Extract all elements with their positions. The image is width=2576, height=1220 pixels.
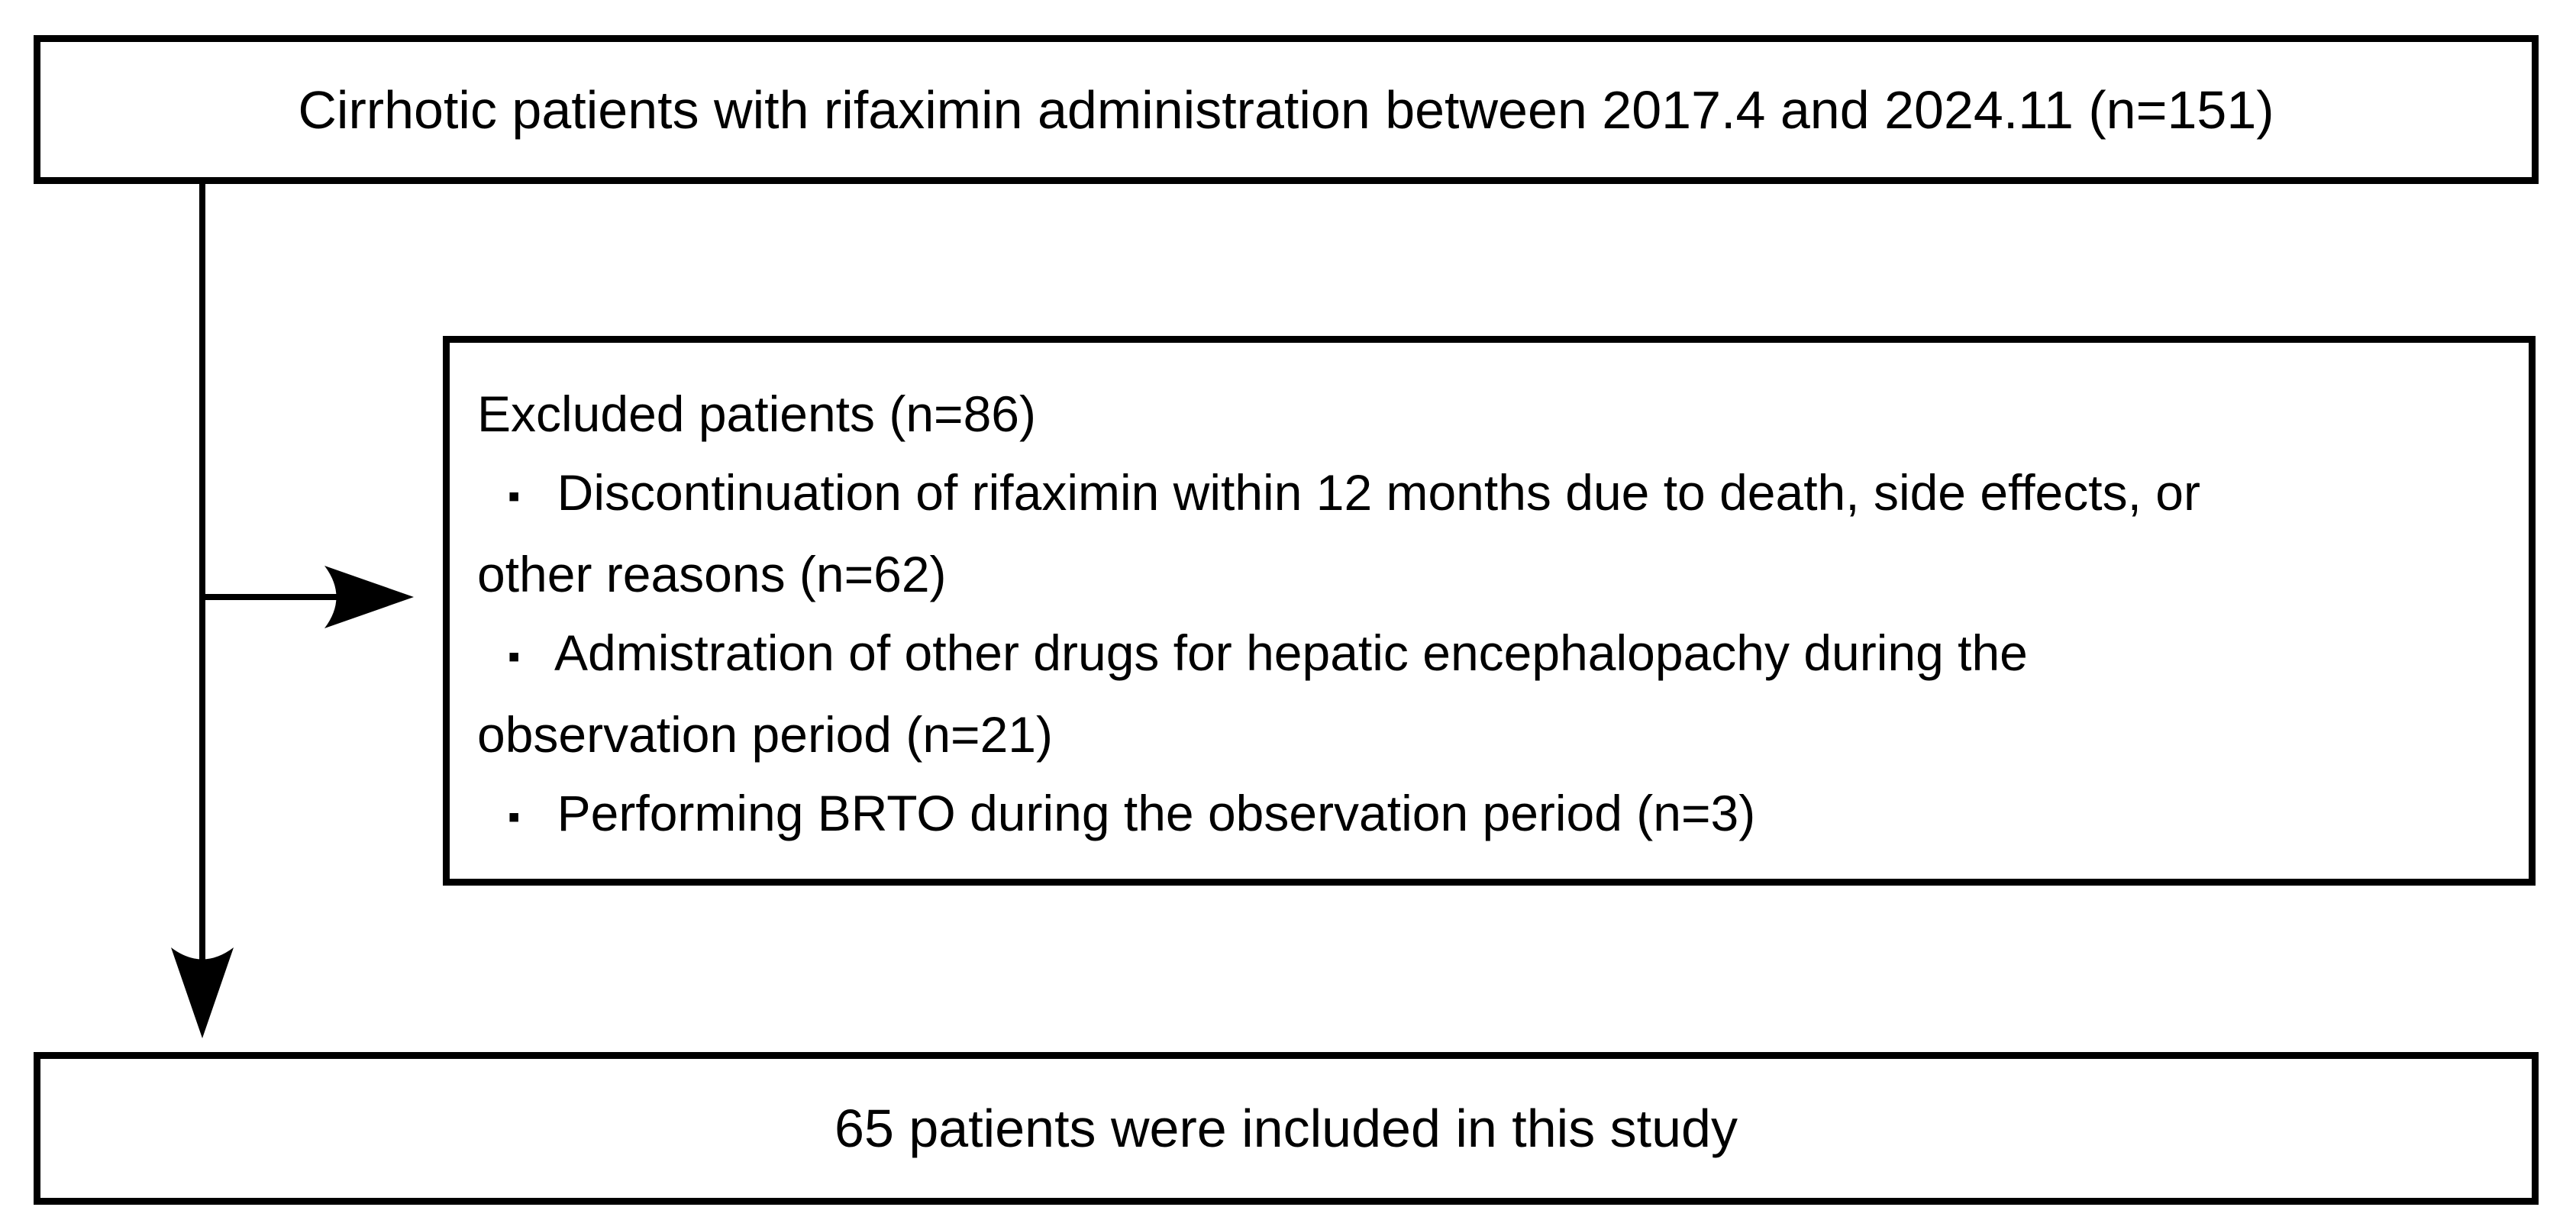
excluded-title: Excluded patients (n=86) xyxy=(477,386,1036,442)
included-patients-box-text: 65 patients were included in this study xyxy=(834,1099,1738,1158)
excluded-item-line: ▪ Performing BRTO during the observation… xyxy=(477,774,2507,856)
excluded-item-line: other reasons (n=62) xyxy=(477,546,947,602)
enrollment-box: Cirrhotic patients with rifaximin admini… xyxy=(34,35,2539,184)
right-arrowhead-icon xyxy=(324,566,414,628)
bullet-icon: ▪ xyxy=(508,796,521,836)
excluded-item-line: ▪ Discontinuation of rifaximin within 12… xyxy=(477,453,2507,535)
enrollment-box-text: Cirrhotic patients with rifaximin admini… xyxy=(298,79,2274,140)
bullet-icon: ▪ xyxy=(508,476,521,515)
down-arrowhead-icon xyxy=(171,947,234,1038)
excluded-item-line: ▪ Admistration of other drugs for hepati… xyxy=(477,614,2507,696)
excluded-patients-box: Excluded patients (n=86) ▪ Discontinuati… xyxy=(443,336,2536,886)
excluded-item-line: observation period (n=21) xyxy=(477,706,1053,763)
included-patients-box: 65 patients were included in this study xyxy=(34,1052,2539,1205)
bullet-icon: ▪ xyxy=(508,636,521,676)
